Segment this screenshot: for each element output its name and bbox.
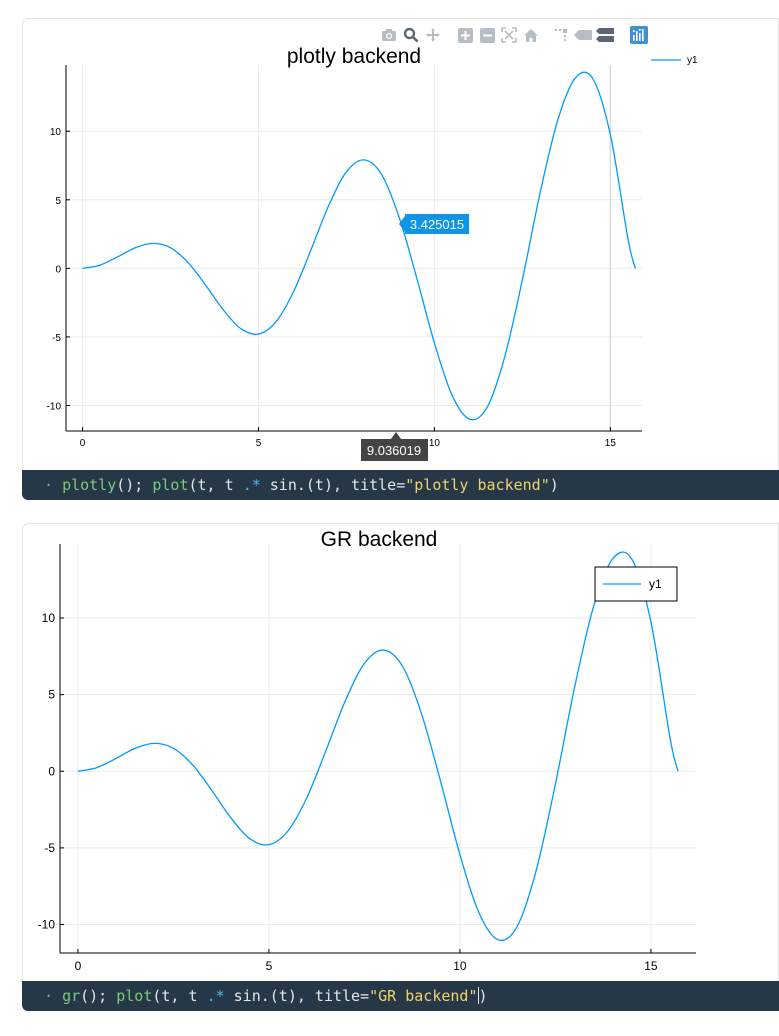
chart-title: GR backend <box>321 528 438 551</box>
code-token-op: .* <box>206 987 225 1005</box>
modebar-separator-2 <box>542 25 550 45</box>
series-line-y1 <box>77 551 679 942</box>
hover-label-x-box <box>361 432 428 461</box>
plotly-chart[interactable]: 0 5 10 15 -10 -5 0 5 10 plotly backend y1 3.425015 9… <box>23 19 779 471</box>
x-tick-label: 5 <box>266 959 273 973</box>
hover-label-y-text: 3.425015 <box>410 217 464 232</box>
y-tick-label: -5 <box>44 841 55 855</box>
cell-bullet: · <box>44 987 54 1005</box>
zoom-out-icon[interactable] <box>476 25 498 45</box>
code-token-fn: plot <box>116 987 153 1005</box>
camera-icon[interactable] <box>378 25 400 45</box>
code-token-punct: sin.(t), title= <box>224 987 370 1005</box>
cell-output-plotly: 0 5 10 15 -10 -5 0 5 10 plotly backend y1 3.425015 9… <box>22 18 779 470</box>
y-tick-label: 5 <box>55 196 61 207</box>
code-token-punct: ) <box>549 476 559 494</box>
code-token-string: "GR backend" <box>369 987 478 1005</box>
hover-closest-icon[interactable] <box>572 25 594 45</box>
x-tick-label: 5 <box>256 438 262 449</box>
cell-output-gr: 0 5 10 15 -10 -5 0 5 10 GR backend y1 <box>22 523 779 981</box>
code-token-punct: (t, t <box>188 476 243 494</box>
modebar-separator-3 <box>616 25 628 45</box>
code-cell-gr[interactable]: · gr(); plot(t, t .* sin.(t), title="GR … <box>22 981 779 1011</box>
hover-label-y: 3.425015 <box>399 214 469 234</box>
hover-label-y-box <box>399 214 469 234</box>
code-cell-plotly[interactable]: · plotly(); plot(t, t .* sin.(t), title=… <box>22 470 779 500</box>
autoscale-icon[interactable] <box>498 25 520 45</box>
x-tick-label: 15 <box>605 438 617 449</box>
notebook-cell-gr: 0 5 10 15 -10 -5 0 5 10 GR backend y1 · gr(); plot… <box>22 523 779 1013</box>
cell-bullet: · <box>44 476 54 494</box>
y-tick-label: 5 <box>48 688 55 702</box>
plotly-modebar <box>378 25 650 45</box>
hover-label-x: 9.036019 <box>361 432 428 461</box>
notebook-cell-plotly: 0 5 10 15 -10 -5 0 5 10 plotly backend y1 3.425015 9… <box>22 18 779 502</box>
home-icon[interactable] <box>520 25 542 45</box>
y-tick-label: -5 <box>52 333 61 344</box>
text-caret <box>477 987 479 1004</box>
plotly-logo-icon[interactable] <box>628 25 650 45</box>
y-tick-label: 10 <box>42 611 56 625</box>
grid-lines <box>66 65 642 431</box>
y-tick-label: 0 <box>55 264 61 275</box>
x-tick-label: 10 <box>429 438 441 449</box>
zoom-icon[interactable] <box>400 25 422 45</box>
y-tick-label: 10 <box>50 127 62 138</box>
x-tick-label: 15 <box>644 959 658 973</box>
code-token-string: "plotly backend" <box>405 476 550 494</box>
y-tick-label: -10 <box>38 917 56 931</box>
x-tick-label: 10 <box>453 959 467 973</box>
chart-title: plotly backend <box>287 45 421 68</box>
code-token-fn: plotly <box>62 476 117 494</box>
y-tick-label: 0 <box>48 764 55 778</box>
legend-label: y1 <box>687 55 698 66</box>
spike-lines-icon[interactable] <box>550 25 572 45</box>
pan-icon[interactable] <box>422 25 444 45</box>
code-token-punct: (); <box>116 476 153 494</box>
x-tick-label: 0 <box>75 959 82 973</box>
code-token-op: .* <box>242 476 261 494</box>
grid-lines <box>60 544 696 953</box>
code-token-punct: ) <box>478 987 488 1005</box>
legend-label: y1 <box>649 577 662 591</box>
modebar-separator <box>444 25 454 45</box>
x-tick-label: 0 <box>80 438 86 449</box>
y-tick-label: -10 <box>47 401 62 412</box>
zoom-in-icon[interactable] <box>454 25 476 45</box>
gr-chart: 0 5 10 15 -10 -5 0 5 10 GR backend y1 <box>38 528 696 973</box>
series-line-y1 <box>82 71 636 421</box>
hover-compare-icon[interactable] <box>594 25 616 45</box>
code-token-punct: (); <box>80 987 117 1005</box>
hover-label-x-text: 9.036019 <box>367 443 421 458</box>
code-token-fn: gr <box>62 987 81 1005</box>
code-token-punct: (t, t <box>152 987 207 1005</box>
code-token-punct: sin.(t), title= <box>260 476 406 494</box>
code-token-fn: plot <box>152 476 189 494</box>
